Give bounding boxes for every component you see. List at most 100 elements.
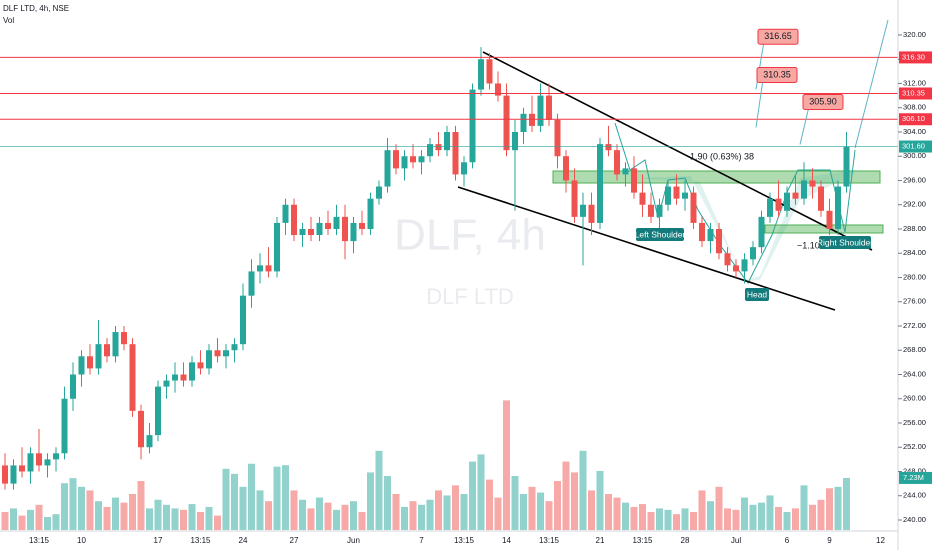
volume-bar — [605, 494, 612, 530]
candle-body — [767, 198, 773, 217]
y-tick-label: 292.00 — [903, 200, 926, 209]
candle-body — [665, 186, 671, 205]
candle-body — [418, 156, 425, 163]
candle-body — [699, 222, 705, 242]
measure-label: 1.90 (0.63%) 38 — [690, 151, 754, 161]
candle-body — [70, 374, 76, 399]
candle-body — [163, 380, 170, 387]
volume-bar — [248, 463, 255, 530]
y-tick-label: 256.00 — [903, 418, 926, 427]
volume-bar — [800, 485, 808, 530]
volume-bar — [673, 514, 680, 530]
candle-body — [750, 247, 756, 260]
volume-bar — [596, 470, 604, 530]
volume-bar — [418, 504, 425, 530]
volume-bar — [741, 497, 748, 530]
volume-bar — [52, 514, 60, 530]
volume-bar — [783, 512, 791, 530]
candle-body — [384, 150, 391, 187]
candle-body — [427, 144, 433, 157]
volume-bar — [511, 476, 519, 530]
volume-bar — [409, 501, 417, 530]
candle-body — [809, 180, 816, 187]
candle-body — [580, 204, 586, 217]
callout-pointer — [755, 79, 764, 128]
candle-body — [741, 259, 748, 272]
watermark: DLF, 4h — [394, 211, 546, 260]
volume-bar — [554, 481, 561, 530]
candle-body — [605, 144, 612, 151]
trend-line — [482, 51, 873, 251]
candle-body — [554, 119, 561, 157]
candle-body — [350, 222, 357, 242]
level-tag — [899, 140, 932, 153]
candle-body — [359, 222, 365, 229]
candle-body — [342, 216, 348, 242]
volume-bar — [775, 506, 782, 530]
candle-body — [325, 222, 331, 229]
candle-body — [461, 162, 467, 175]
candle-body — [257, 265, 263, 272]
volume-bar — [367, 472, 374, 530]
volume-bar — [749, 504, 757, 530]
candle-body — [784, 192, 790, 211]
candle-body — [223, 350, 229, 357]
volume-bar — [443, 495, 451, 530]
candle-body — [333, 216, 340, 229]
x-tick-label: 7 — [419, 536, 424, 545]
volume-bar — [537, 492, 544, 530]
candle-body — [393, 150, 399, 169]
candle-body — [214, 350, 221, 357]
candle-body — [274, 222, 280, 272]
volume-bar — [103, 506, 111, 530]
candle-body — [512, 131, 518, 151]
volume-bar — [486, 479, 493, 530]
candle-body — [716, 228, 722, 254]
volume-bar — [545, 501, 553, 530]
y-tick-label: 308.00 — [903, 103, 926, 112]
volume-bar — [307, 508, 315, 530]
candle-body — [206, 350, 212, 369]
volume-title: Vol — [3, 16, 14, 25]
candle-body — [656, 204, 663, 217]
candle-body — [265, 265, 272, 272]
candle-body — [452, 131, 459, 175]
y-tick-label: 304.00 — [903, 127, 926, 136]
candle-body — [563, 156, 569, 181]
volume-bar — [639, 504, 646, 530]
measure-label: −1.10 — [797, 240, 820, 250]
volume-bar — [528, 486, 536, 530]
volume-bar — [588, 490, 595, 530]
volume-bar — [61, 483, 68, 530]
x-tick-label: 13:15 — [190, 536, 211, 545]
volume-bar — [477, 454, 485, 530]
y-tick-label: 300.00 — [903, 151, 926, 160]
candle-body — [129, 344, 136, 411]
candle-body — [520, 113, 527, 132]
volume-bar — [86, 490, 94, 530]
candle-body — [78, 356, 85, 375]
level-label: 316.30 — [902, 52, 925, 61]
candle-body — [36, 453, 42, 466]
candle-body — [469, 89, 476, 163]
candle-body — [503, 95, 510, 151]
volume-bar — [239, 486, 247, 530]
candle-body — [10, 465, 17, 484]
volume-bar — [630, 506, 638, 530]
callout-label: 316.65 — [764, 31, 792, 41]
candle-body — [724, 253, 731, 266]
volume-bar — [180, 509, 187, 530]
candle-body — [495, 83, 501, 96]
pattern-label: Left Shoulder — [635, 229, 686, 239]
x-tick-label: 14 — [502, 536, 511, 545]
volume-bar — [265, 501, 272, 530]
volume-bar — [503, 400, 510, 530]
y-tick-label: 280.00 — [903, 272, 926, 281]
volume-bar — [358, 512, 366, 530]
x-tick-label: 13:15 — [29, 536, 50, 545]
candle-body — [673, 186, 680, 199]
level-tag — [899, 51, 932, 64]
level-label: 306.10 — [902, 114, 925, 123]
candle-body — [818, 186, 824, 211]
